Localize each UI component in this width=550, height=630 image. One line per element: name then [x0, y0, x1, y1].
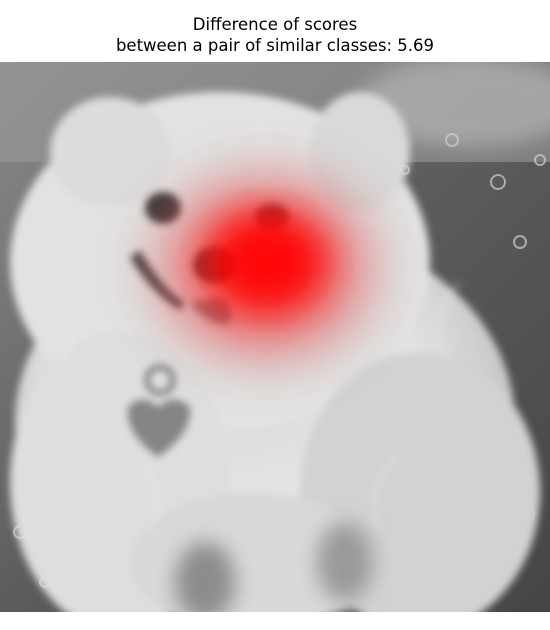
saliency-figure: [0, 62, 550, 612]
figure-title: Difference of scores between a pair of s…: [0, 14, 550, 56]
puppy-photo: [0, 62, 550, 612]
saliency-heatmap: [115, 137, 415, 397]
figure-title-line-2: between a pair of similar classes: 5.69: [115, 36, 435, 55]
figure-title-line-1: Difference of scores: [192, 15, 358, 34]
